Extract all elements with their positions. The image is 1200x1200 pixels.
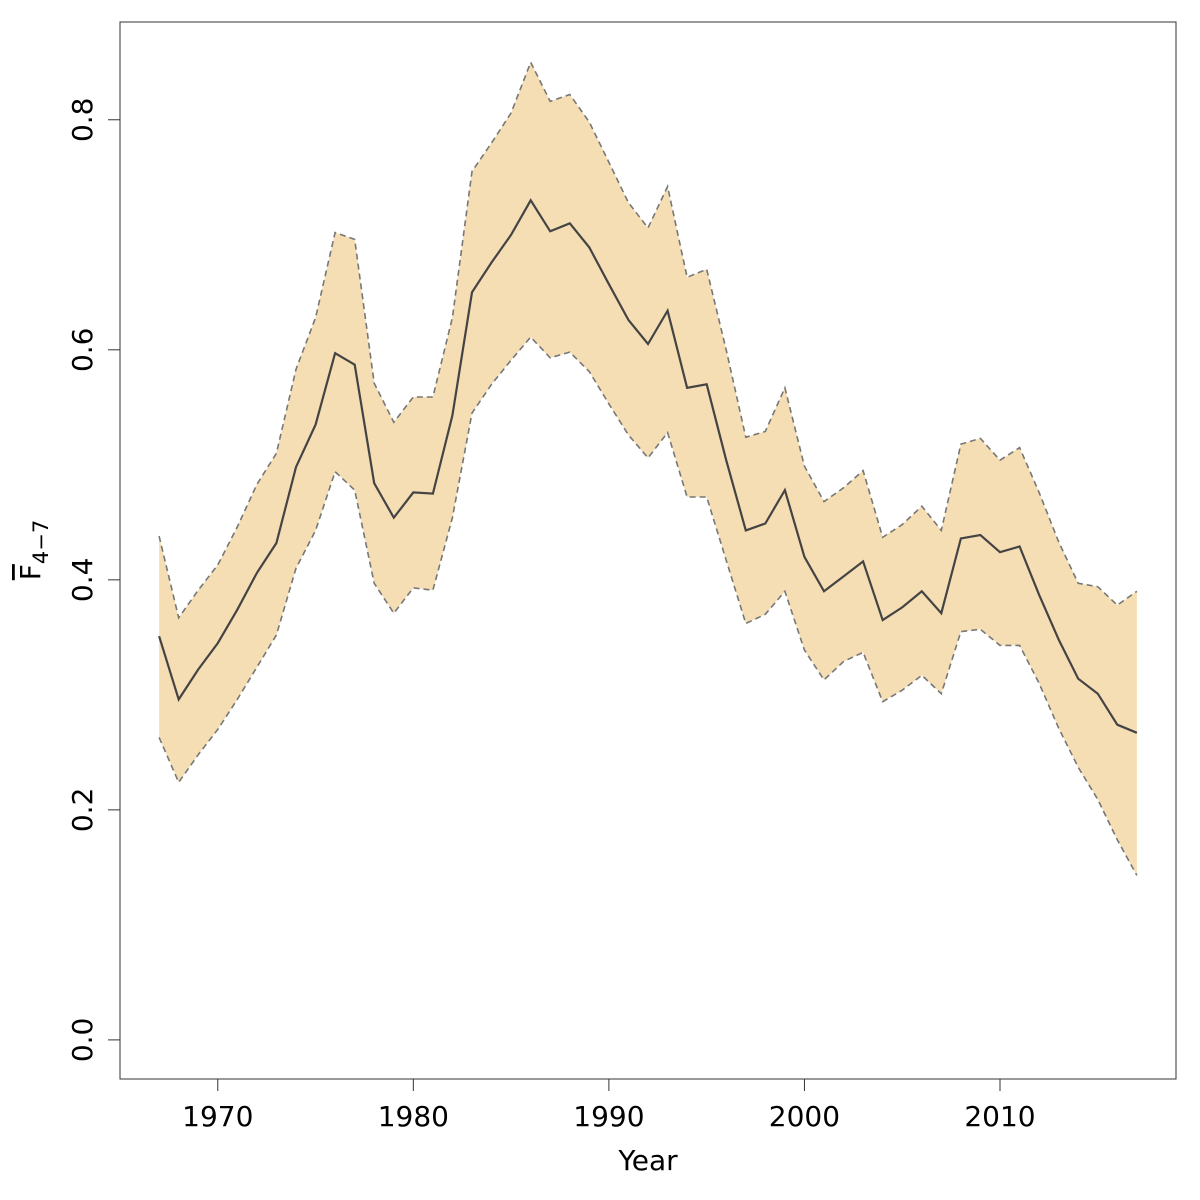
x-tick-label: 1970 xyxy=(182,1100,253,1133)
y-axis-label-subscript: 4−7 xyxy=(29,520,53,564)
x-tick-label: 1990 xyxy=(573,1100,644,1133)
x-tick-label: 1980 xyxy=(378,1100,449,1133)
x-tick-label: 2010 xyxy=(964,1100,1035,1133)
y-tick-label: 0.6 xyxy=(66,328,99,373)
y-axis-label-main: F xyxy=(14,564,47,580)
y-tick-label: 0.0 xyxy=(66,1018,99,1063)
y-tick-label: 0.4 xyxy=(66,558,99,603)
y-tick-label: 0.8 xyxy=(66,97,99,142)
chart: Year F4−7 1970 1980 1990 2000 2010 0.0 0.2 0.4 0… xyxy=(0,0,1200,1200)
x-axis-label: Year xyxy=(617,1144,678,1177)
y-tick-label: 0.2 xyxy=(66,788,99,833)
x-tick-label: 2000 xyxy=(769,1100,840,1133)
